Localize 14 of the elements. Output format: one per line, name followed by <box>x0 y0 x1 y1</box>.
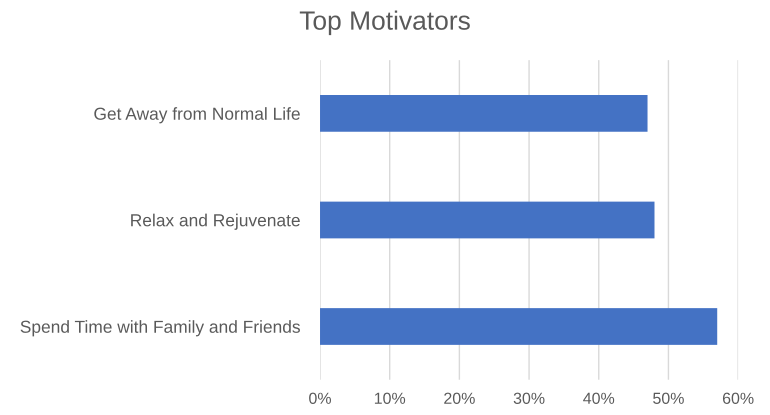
y-tick-label: Spend Time with Family and Friends <box>20 320 300 336</box>
bar <box>320 95 648 132</box>
chart-title: Top Motivators <box>300 10 470 36</box>
x-tick-label: 30% <box>514 392 544 404</box>
bar <box>320 202 654 238</box>
x-tick-label: 50% <box>653 392 684 404</box>
y-tick-label: Relax and Rejuvenate <box>131 214 300 230</box>
x-tick-label: 0% <box>309 392 331 404</box>
x-tick-label: 40% <box>583 392 614 404</box>
x-tick-label: 20% <box>444 392 475 404</box>
y-tick-label: Get Away from Normal Life <box>94 107 300 124</box>
x-tick-label: 60% <box>722 392 754 404</box>
bar <box>320 308 718 345</box>
x-tick-label: 10% <box>374 392 406 404</box>
